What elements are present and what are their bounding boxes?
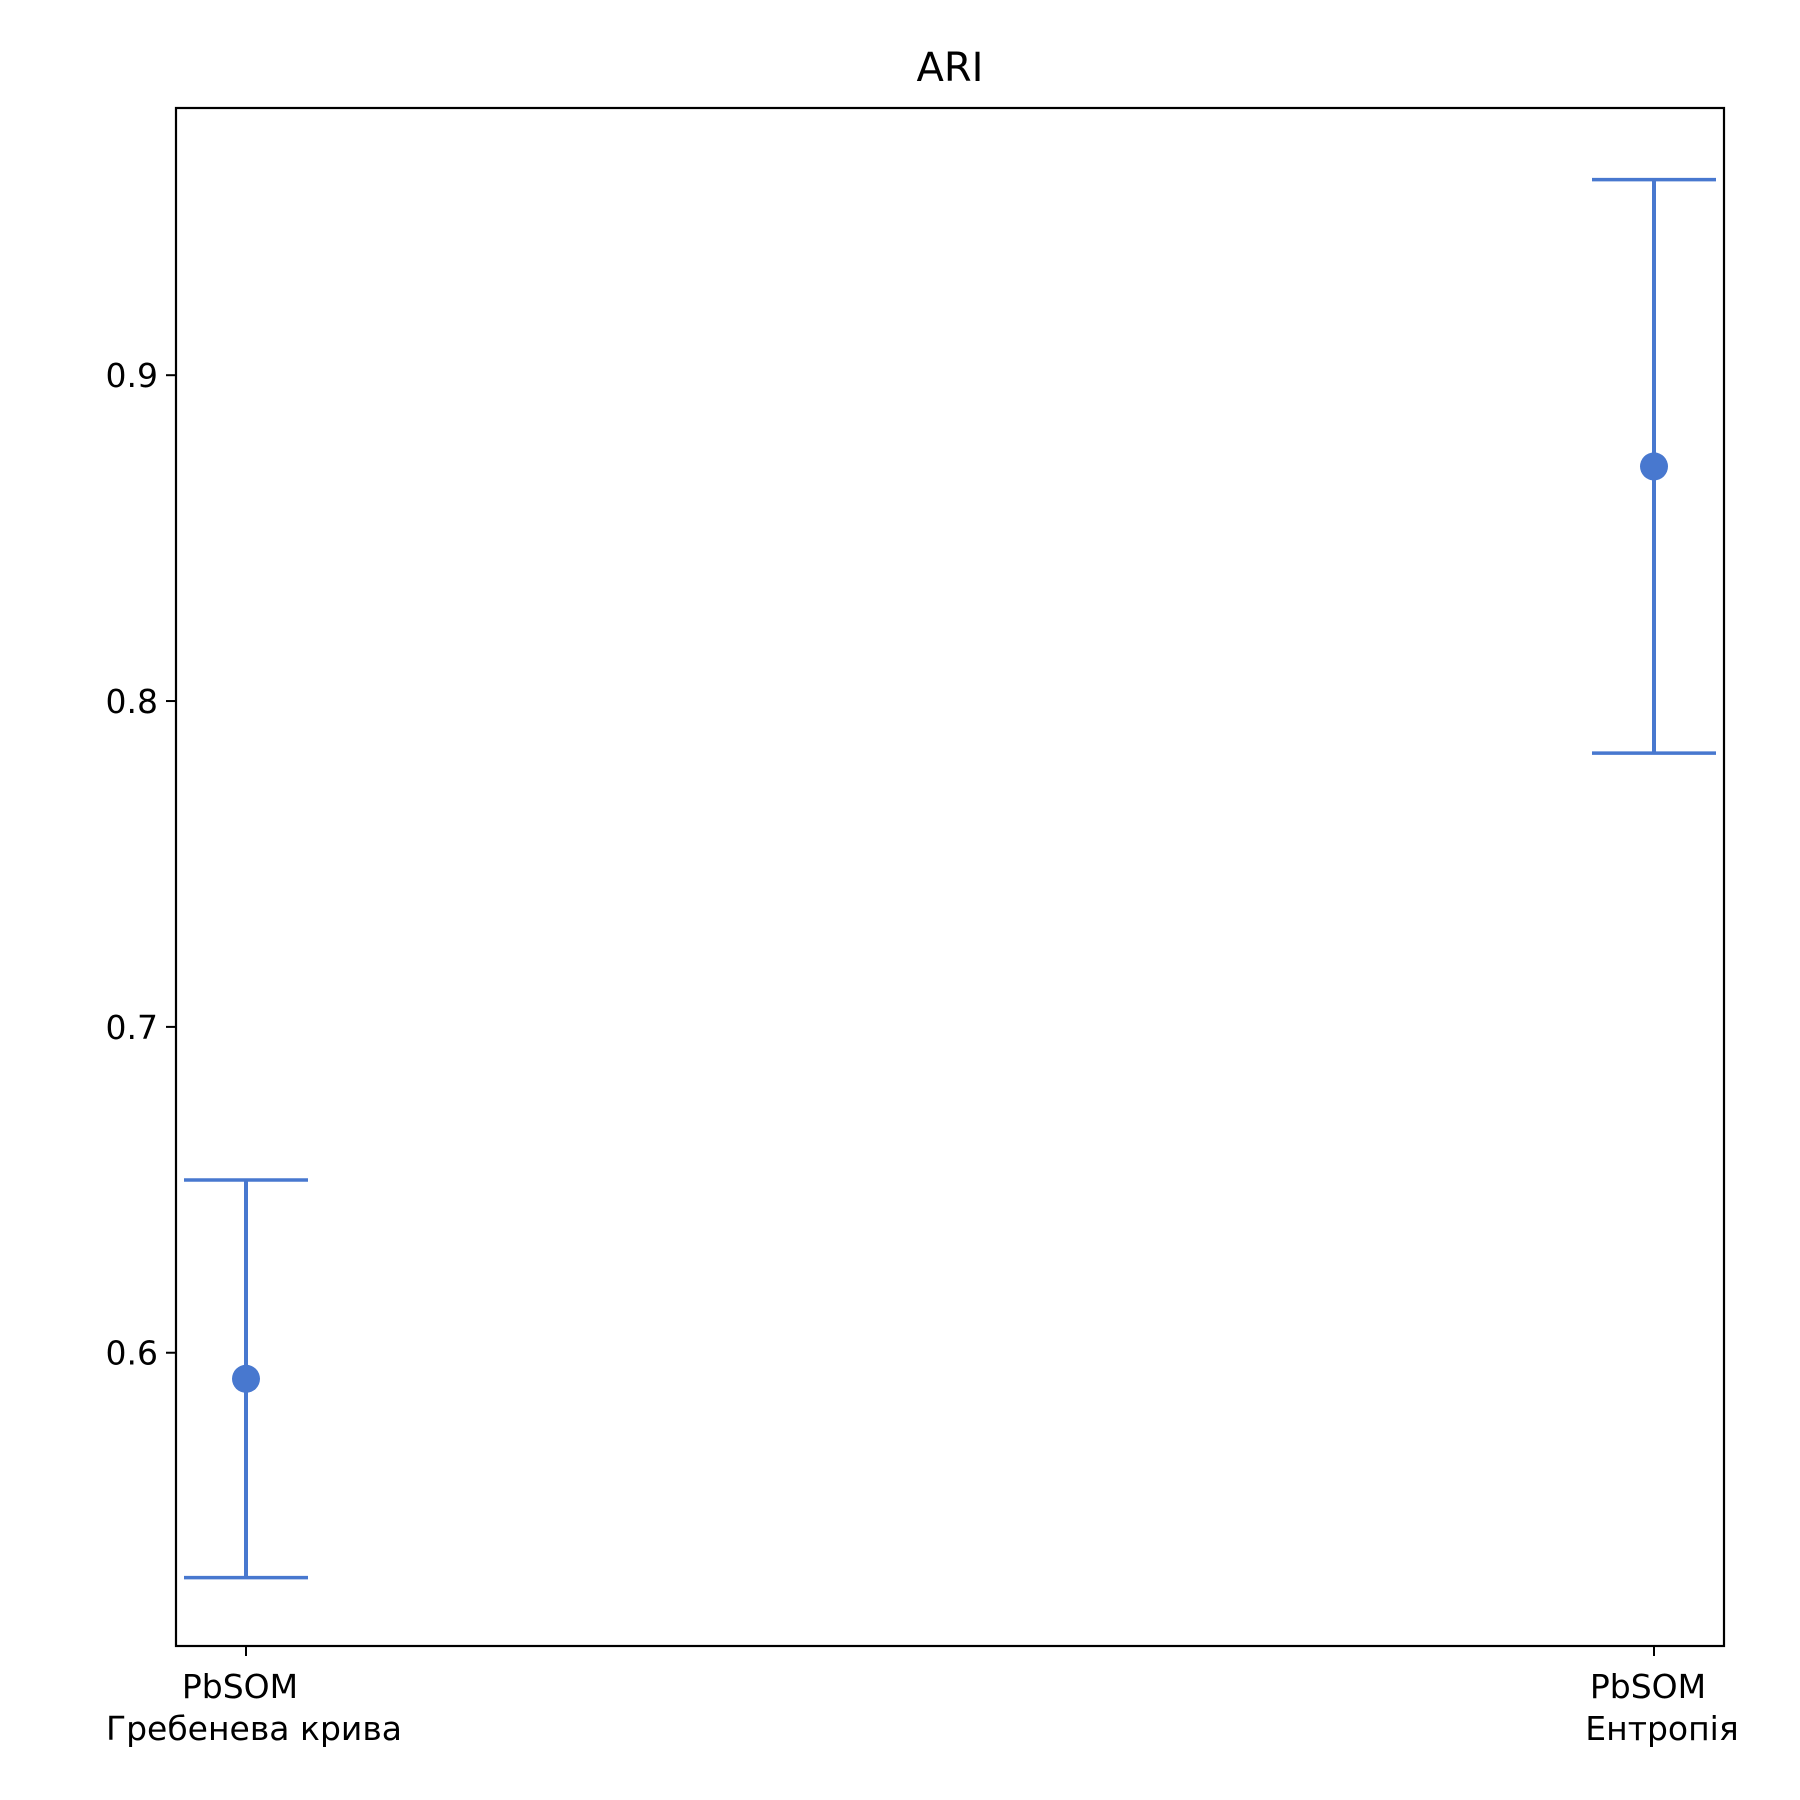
error-bar-series bbox=[184, 177, 1716, 1580]
y-tick-label: 0.9 bbox=[106, 356, 158, 395]
chart-title: ARI bbox=[917, 45, 984, 91]
x-tick-label: Ентропія bbox=[1585, 1709, 1738, 1748]
x-tick-label: PbSOM bbox=[182, 1667, 298, 1706]
x-tick-label: Гребенева крива bbox=[106, 1709, 402, 1748]
error-bar-point bbox=[1592, 177, 1716, 755]
x-tick-label: PbSOM bbox=[1590, 1667, 1706, 1706]
error-bar-point bbox=[184, 1178, 308, 1580]
y-tick-label: 0.8 bbox=[106, 682, 158, 721]
y-tick-label: 0.6 bbox=[106, 1334, 158, 1373]
mean-marker bbox=[232, 1364, 260, 1393]
mean-marker bbox=[1640, 452, 1668, 481]
y-tick-label: 0.7 bbox=[106, 1008, 158, 1047]
plot-frame bbox=[174, 106, 1726, 1648]
y-axis: 0.6 0.7 0.8 0.9 bbox=[106, 356, 176, 1373]
